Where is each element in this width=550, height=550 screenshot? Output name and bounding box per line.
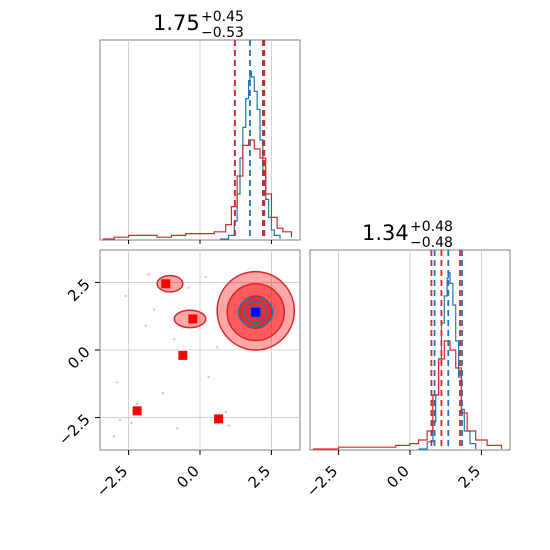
hist-panel-param1-title: 1.75 +0.45 −0.53 [153, 9, 244, 41]
param1-title-minus: −0.53 [201, 25, 244, 41]
scatter-point [118, 419, 122, 422]
joint-panel-xticks: −2.5 0.0 2.5 [93, 450, 274, 501]
joint-panel-yticks: −2.5 0.0 2.5 [55, 275, 100, 449]
y-tick-label: −2.5 [55, 410, 93, 448]
blue-contour [249, 306, 263, 319]
blue-contour [237, 296, 274, 328]
y-tick-label: 2.5 [64, 275, 94, 305]
hist-panel-param1-quantiles [233, 40, 266, 240]
scatter-point [135, 402, 139, 406]
x-tick-label: −2.5 [303, 462, 341, 500]
scatter-point [207, 375, 210, 379]
scatter-point [113, 435, 116, 438]
histogram-series-red [312, 340, 503, 450]
joint-panel-grid [100, 250, 300, 450]
scatter-point [124, 294, 127, 298]
hist-panel-param1: 1.75 +0.45 −0.53 [99, 9, 301, 244]
scatter-point [204, 275, 207, 279]
param2-title-minus: −0.48 [410, 235, 453, 251]
scatter-point [173, 337, 176, 341]
red-square-marker [178, 350, 188, 360]
hist-panel-param2-grid [338, 250, 482, 450]
param1-title-value: 1.75 [153, 11, 200, 35]
histogram-series-red [102, 139, 293, 240]
scatter-point [161, 392, 165, 395]
hist-panel-param2: −2.5 0.0 2.5 1.34 +0.48 −0.48 [303, 219, 511, 501]
joint-panel-scatter [113, 273, 230, 438]
hist-panel-param2-quantiles [430, 250, 463, 450]
blue-contour [243, 301, 268, 324]
y-tick-label: 0.0 [64, 343, 94, 373]
scatter-point [175, 427, 179, 430]
joint-panel: −2.5 0.0 2.5 −2.5 0.0 2.5 [55, 249, 301, 501]
red-square-marker [132, 406, 142, 416]
scatter-point [144, 324, 147, 327]
scatter-point [130, 421, 133, 425]
scatter-point [215, 346, 219, 349]
scatter-point [147, 273, 150, 276]
hist-panel-param1-series [102, 71, 293, 240]
param2-title-value: 1.34 [362, 221, 409, 245]
x-tick-label: 0.0 [383, 462, 413, 492]
param2-title-plus: +0.48 [410, 219, 453, 235]
hist-panel-param2-ticks: −2.5 0.0 2.5 [303, 450, 484, 501]
scatter-point [187, 286, 190, 290]
joint-panel-markers [132, 279, 261, 424]
hist-panel-param2-title: 1.34 +0.48 −0.48 [362, 219, 453, 251]
param1-title-plus: +0.45 [201, 9, 244, 25]
red-square-marker [214, 414, 224, 424]
scatter-point [115, 381, 119, 384]
scatter-point [153, 308, 156, 311]
red-square-marker [161, 279, 171, 289]
x-tick-label: 0.0 [173, 462, 203, 492]
scatter-point [224, 410, 227, 414]
x-tick-label: 2.5 [455, 462, 485, 492]
red-square-marker [188, 314, 198, 324]
blue-square-marker [251, 307, 261, 317]
x-tick-label: 2.5 [245, 462, 275, 492]
x-tick-label: −2.5 [93, 462, 131, 500]
scatter-point [227, 424, 230, 427]
